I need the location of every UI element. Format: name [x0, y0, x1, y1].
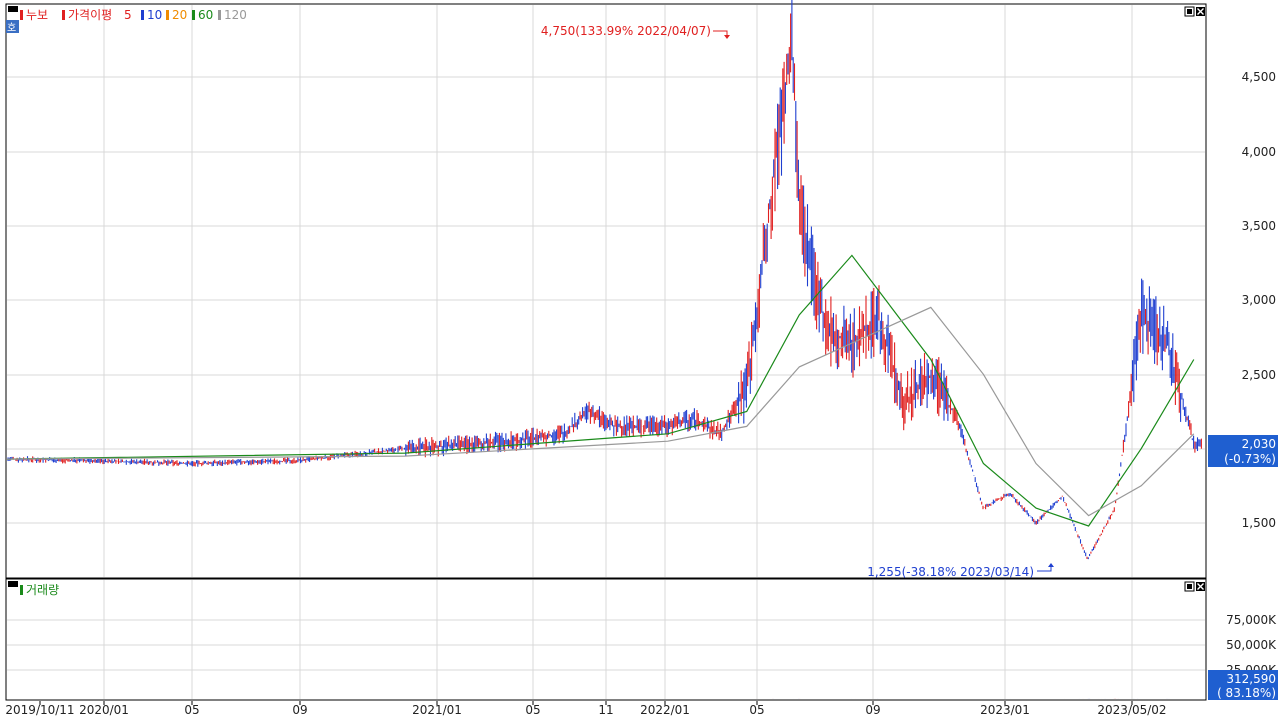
legend-stock-name: 누보	[26, 8, 48, 22]
price-tick-label: 3,000	[1242, 293, 1276, 307]
legend-ma20: 20	[172, 8, 187, 22]
volume-panel-buttons	[1184, 581, 1205, 592]
max-annotation: 4,750(133.99% 2022/04/07)	[541, 24, 730, 39]
volume-maximize-icon-inner	[1187, 584, 1192, 589]
price-grid	[7, 5, 1205, 577]
date-tick-label: 2023/01	[980, 703, 1030, 717]
legend-marker-ma60	[192, 10, 195, 20]
ma60-line	[6, 254, 1195, 527]
legend-marker-stock	[20, 10, 23, 20]
date-tick-label: 09	[292, 703, 307, 717]
legend-ma60: 60	[198, 8, 213, 22]
min-price-label: 1,255(-38.18% 2023/03/14)	[867, 565, 1034, 579]
legend-indicator-name: 가격이평	[68, 8, 112, 22]
legend-marker-volume	[20, 585, 23, 595]
max-price-label: 4,750(133.99% 2022/04/07)	[541, 24, 711, 38]
current-volume-box: 312,590 ( 83.18%)	[1208, 670, 1278, 700]
volume-close-icon-glyph	[1197, 583, 1204, 590]
legend-marker-ma10	[141, 10, 144, 20]
date-tick-label: 2021/01	[412, 703, 462, 717]
moving-average-lines	[6, 254, 1195, 527]
corner-badge-label: 호	[7, 22, 16, 34]
volume-menu-icon[interactable]	[8, 581, 18, 587]
candle-series	[7, 0, 1202, 560]
ma120-line	[6, 306, 1195, 517]
max-arrow-head	[724, 35, 730, 39]
volume-legend-label: 거래량	[26, 583, 59, 597]
price-tick-label: 3,500	[1242, 219, 1276, 233]
panel-menu-icon[interactable]	[8, 6, 18, 12]
date-tick-label: 2023/05/02	[1097, 703, 1166, 717]
legend-marker-ma20	[166, 10, 169, 20]
date-tick-label: 2022/01	[640, 703, 690, 717]
price-legend: 누보 가격이평 5 10 20 60 120 호	[6, 6, 247, 34]
date-tick-label: 2020/01	[79, 703, 129, 717]
volume-tick-label: 75,000K	[1226, 613, 1277, 627]
min-annotation: 1,255(-38.18% 2023/03/14)	[867, 563, 1054, 579]
date-axis: 2019/10/11 2020/01 05 09 2021/01 05 11 2022/01 0…	[5, 701, 1167, 717]
current-price: 2,030	[1242, 437, 1276, 451]
maximize-icon-inner	[1187, 9, 1192, 14]
legend-ma120: 120	[224, 8, 247, 22]
date-tick-label: 05	[184, 703, 199, 717]
date-tick-label: 05	[525, 703, 540, 717]
price-tick-label: 2,500	[1242, 368, 1276, 382]
close-icon-glyph	[1197, 8, 1204, 15]
current-price-box: 2,030 (-0.73%)	[1208, 435, 1278, 467]
current-change: (-0.73%)	[1224, 452, 1276, 466]
price-tick-label: 4,000	[1242, 145, 1276, 159]
current-volume-change: ( 83.18%)	[1217, 686, 1276, 700]
volume-grid	[7, 580, 1205, 699]
price-panel-buttons	[1184, 6, 1205, 17]
legend-marker-ma120	[218, 10, 221, 20]
corner-badge[interactable]	[6, 20, 19, 33]
legend-marker-indicator	[62, 10, 65, 20]
date-tick-label: 09	[865, 703, 880, 717]
price-tick-label: 4,500	[1242, 70, 1276, 84]
date-tick-label: 05	[749, 703, 764, 717]
price-tick-label: 1,500	[1242, 516, 1276, 530]
current-volume: 312,590	[1226, 672, 1276, 686]
date-tick-label: 11	[598, 703, 613, 717]
current-price-box-bg	[1208, 435, 1278, 467]
current-volume-box-bg	[1208, 670, 1278, 700]
min-arrow-head	[1048, 563, 1054, 567]
legend-ma10: 10	[147, 8, 162, 22]
volume-legend: 거래량	[8, 581, 59, 597]
date-tick-label: 2019/10/11	[5, 703, 74, 717]
volume-tick-label: 50,000K	[1226, 638, 1277, 652]
legend-ma5: 5	[124, 8, 132, 22]
